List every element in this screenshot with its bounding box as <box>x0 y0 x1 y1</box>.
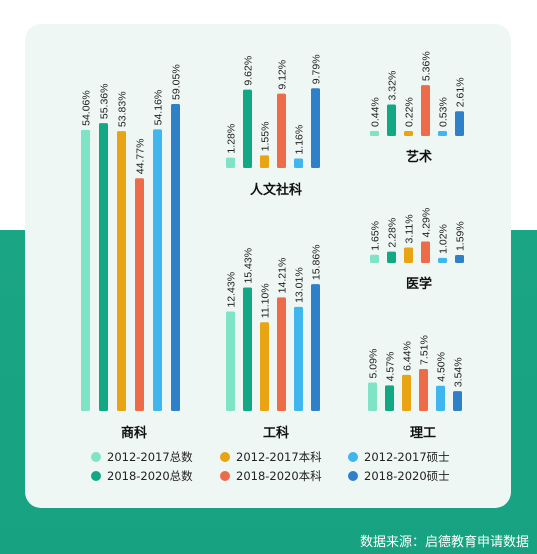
value-label-5-4: 4.50% <box>436 352 448 382</box>
value-label-4-5: 1.59% <box>455 221 467 251</box>
bar-0-2 <box>117 131 126 412</box>
bar-2-2 <box>404 131 413 136</box>
legend-swatch-0 <box>91 452 101 462</box>
value-label-2-0: 0.44% <box>370 97 382 127</box>
value-label-2-3: 5.36% <box>421 51 433 81</box>
bar-2-5 <box>455 111 464 136</box>
bar-1-5 <box>311 88 320 168</box>
panel-0: 54.06% 55.36% 53.83% 44.77% 54.16% 59.05% 商科 <box>81 64 183 441</box>
value-label-0-0: 54.06% <box>81 90 93 126</box>
bar-2-4 <box>438 130 447 136</box>
value-label-4-2: 3.11% <box>404 214 416 243</box>
panel-title-0: 商科 <box>121 425 147 441</box>
legend: 2012-2017总数 2018-2020总数 2012-2017本科 2018-20… <box>91 450 450 483</box>
panel-5: 5.09% 4.57% 6.44% 7.51% 4.50% 3.54% 理工 <box>368 335 465 441</box>
bar-3-1 <box>243 287 252 411</box>
value-label-3-5: 15.86% <box>311 244 323 280</box>
value-label-0-4: 54.16% <box>153 90 165 126</box>
bar-3-0 <box>226 311 235 411</box>
value-label-3-3: 14.21% <box>277 258 289 294</box>
value-label-5-3: 7.51% <box>419 335 431 365</box>
value-label-4-3: 4.29% <box>421 208 433 238</box>
bar-0-1 <box>99 123 108 412</box>
value-label-5-0: 5.09% <box>368 349 380 379</box>
bar-2-3 <box>421 85 430 136</box>
source-note: 数据来源：启德教育申请数据 <box>359 535 529 550</box>
bar-3-3 <box>277 297 286 411</box>
bar-1-4 <box>294 158 303 168</box>
legend-swatch-4 <box>348 452 358 462</box>
bar-5-5 <box>453 391 462 411</box>
bar-4-1 <box>387 251 396 263</box>
value-label-1-1: 9.62% <box>243 56 255 86</box>
bar-2-0 <box>370 131 379 136</box>
panel-title-4: 医学 <box>406 276 432 292</box>
value-label-2-5: 2.61% <box>455 77 467 107</box>
bar-0-0 <box>81 129 90 411</box>
value-label-3-0: 12.43% <box>226 272 238 308</box>
panel-3: 12.43% 15.43% 11.10% 14.21% 13.01% 15.86% 工科 <box>226 244 323 441</box>
bar-1-1 <box>243 89 252 168</box>
bar-5-3 <box>419 368 428 411</box>
bar-4-5 <box>455 255 464 263</box>
value-label-4-1: 2.28% <box>387 218 399 248</box>
legend-label-3: 2018-2020本科 <box>236 469 322 483</box>
panel-title-5: 理工 <box>410 426 436 441</box>
value-label-1-2: 1.55% <box>260 122 272 152</box>
bar-3-5 <box>311 284 320 411</box>
value-label-2-2: 0.22% <box>404 97 416 127</box>
value-label-4-4: 1.02% <box>438 224 450 254</box>
value-label-0-3: 44.77% <box>135 139 147 175</box>
bar-3-2 <box>260 322 269 411</box>
value-label-0-2: 53.83% <box>117 91 129 127</box>
panel-title-1: 人文社科 <box>250 182 302 198</box>
value-label-2-4: 0.53% <box>438 97 450 127</box>
value-label-0-5: 59.05% <box>171 64 183 100</box>
bar-0-4 <box>153 129 162 412</box>
bar-1-2 <box>260 155 269 168</box>
value-label-3-2: 11.10% <box>260 283 272 318</box>
bar-2-1 <box>387 104 396 136</box>
value-label-4-0: 1.65% <box>370 221 382 251</box>
legend-swatch-5 <box>348 471 358 481</box>
value-label-5-2: 6.44% <box>402 341 414 371</box>
bar-1-3 <box>277 93 286 168</box>
bar-5-4 <box>436 385 445 411</box>
bar-0-5 <box>171 103 180 411</box>
value-label-1-0: 1.28% <box>226 124 238 154</box>
bar-4-4 <box>438 257 447 263</box>
bar-3-4 <box>294 306 303 411</box>
bar-1-0 <box>226 157 235 168</box>
legend-label-1: 2018-2020总数 <box>107 469 193 483</box>
legend-swatch-1 <box>91 471 101 481</box>
panel-4: 1.65% 2.28% 3.11% 4.29% 1.02% 1.59% 医学 <box>370 208 467 292</box>
panel-title-3: 工科 <box>263 425 289 441</box>
bar-5-0 <box>368 382 377 411</box>
value-label-1-5: 9.79% <box>311 54 323 84</box>
bar-4-2 <box>404 247 413 263</box>
value-label-5-1: 4.57% <box>385 352 397 382</box>
bar-5-2 <box>402 374 411 411</box>
value-label-2-1: 3.32% <box>387 71 399 101</box>
bar-4-3 <box>421 241 430 263</box>
value-label-0-1: 55.36% <box>99 84 111 120</box>
panel-1: 1.28% 9.62% 1.55% 9.12% 1.16% 9.79% 人文社科 <box>226 54 323 198</box>
value-label-3-4: 13.01% <box>294 267 306 303</box>
value-label-3-1: 15.43% <box>243 248 255 284</box>
panel-title-2: 艺术 <box>406 149 432 165</box>
value-label-1-3: 9.12% <box>277 60 289 90</box>
legend-swatch-3 <box>220 471 230 481</box>
legend-swatch-2 <box>220 452 230 462</box>
bar-5-1 <box>385 385 394 411</box>
value-label-1-4: 1.16% <box>294 125 306 155</box>
legend-label-4: 2012-2017硕士 <box>364 450 450 464</box>
panel-2: 0.44% 3.32% 0.22% 5.36% 0.53% 2.61% 艺术 <box>370 51 467 165</box>
legend-label-5: 2018-2020硕士 <box>364 469 450 483</box>
bar-0-3 <box>135 178 144 411</box>
value-label-5-5: 3.54% <box>453 357 465 387</box>
bar-4-0 <box>370 254 379 263</box>
legend-label-2: 2012-2017本科 <box>236 450 322 464</box>
legend-label-0: 2012-2017总数 <box>107 450 193 464</box>
